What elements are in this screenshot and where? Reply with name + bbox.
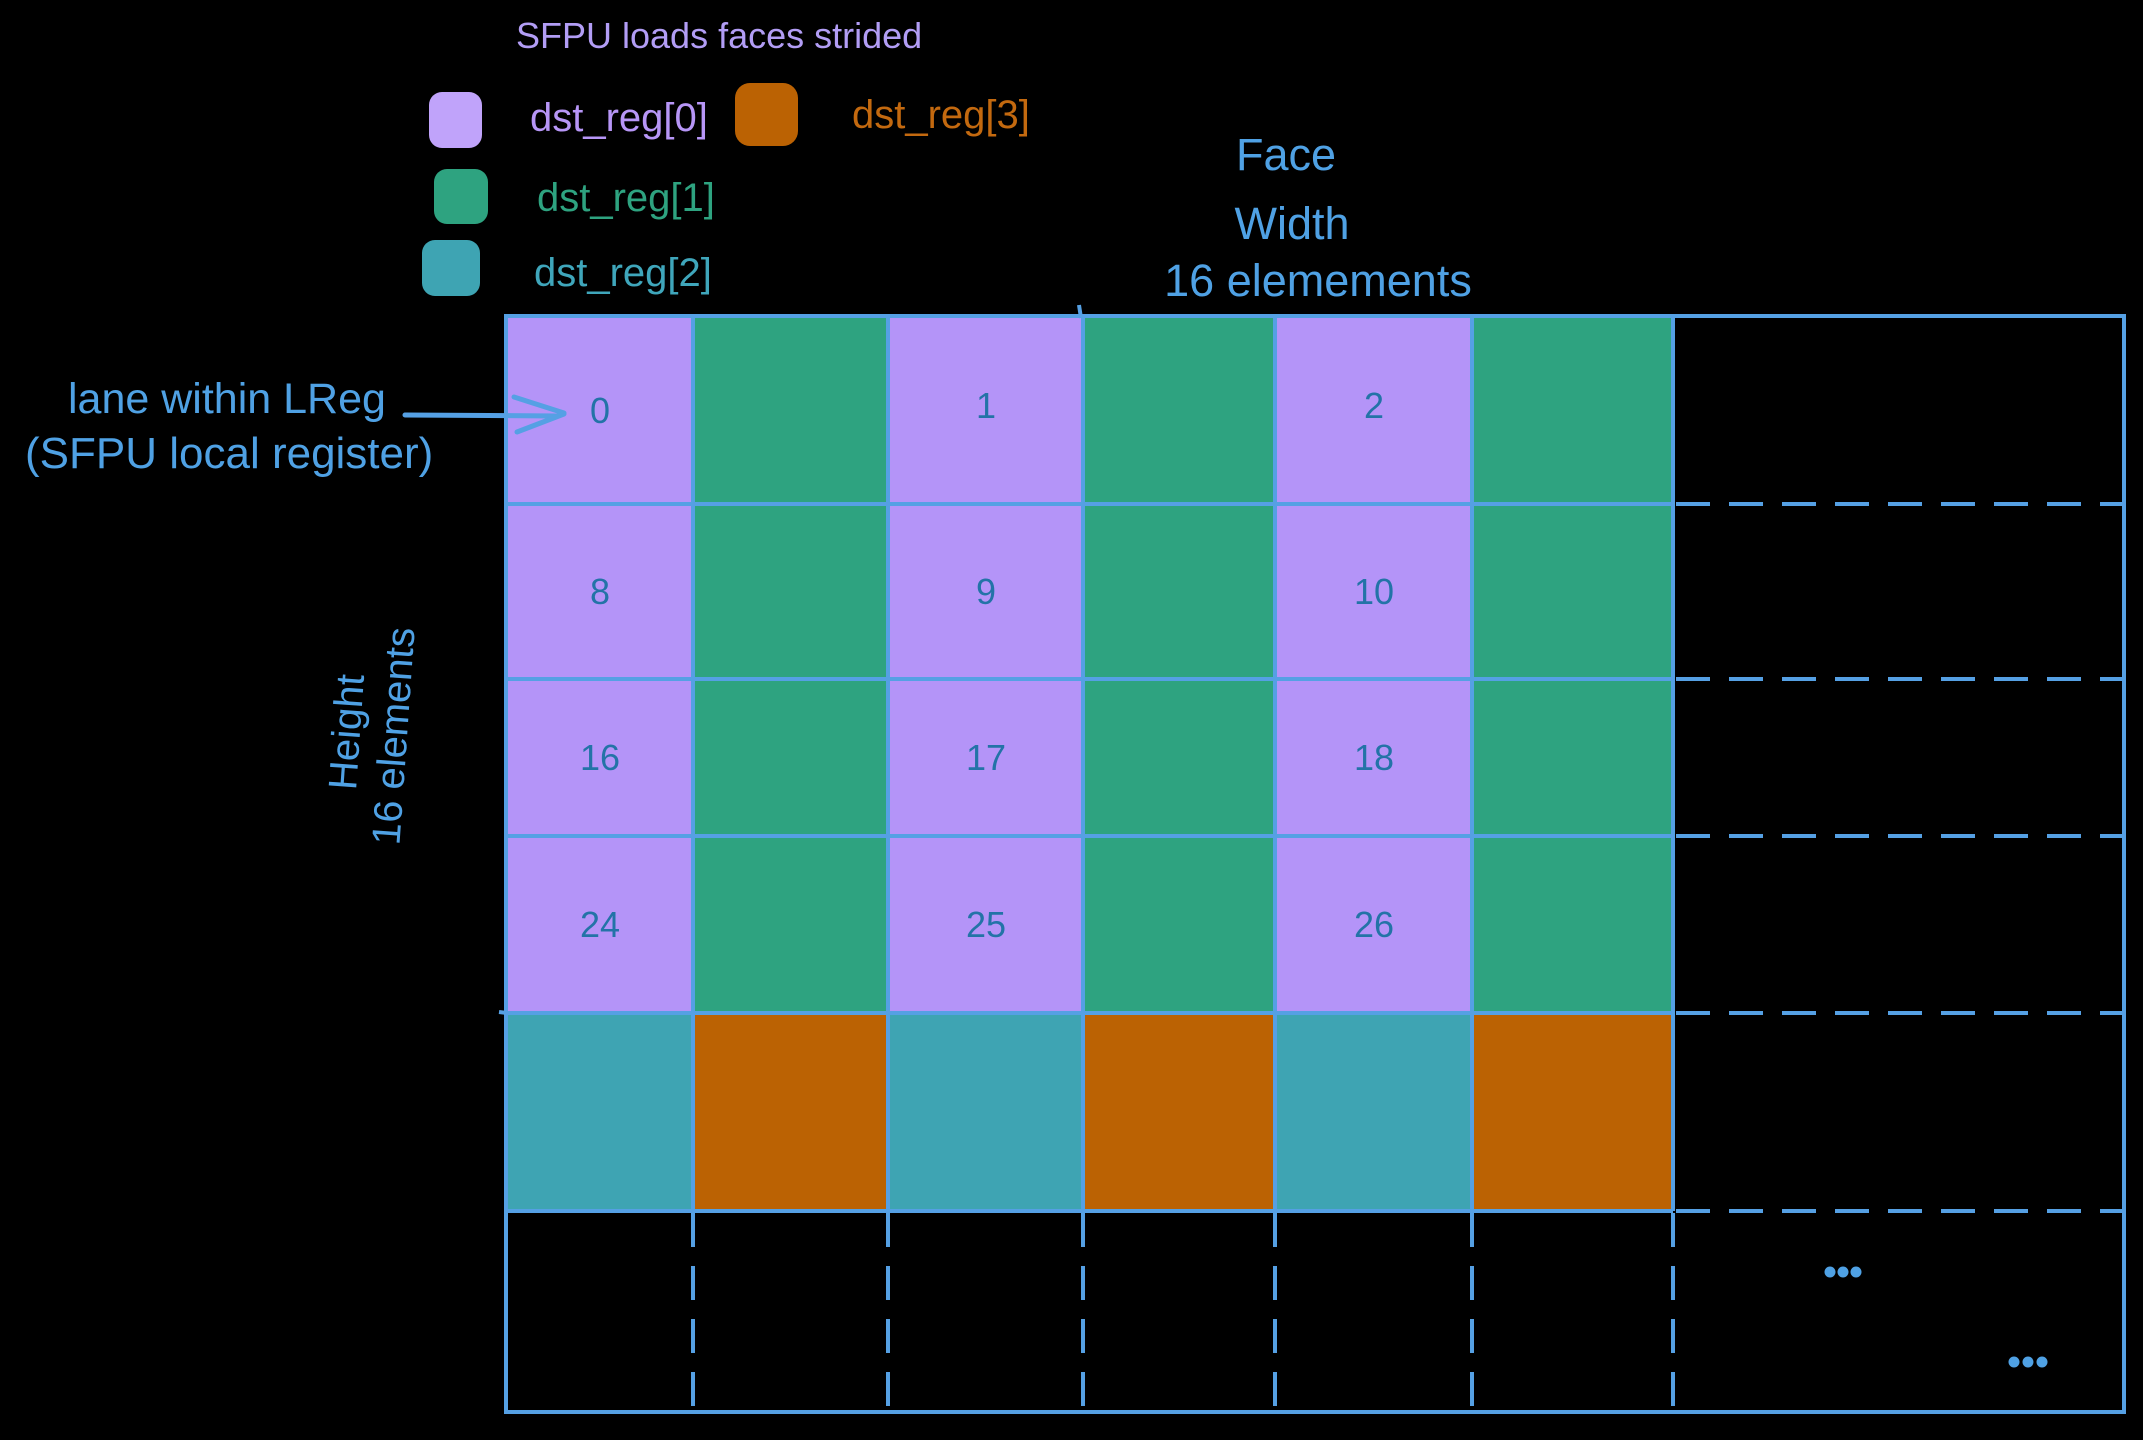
svg-text:Face: Face — [1236, 129, 1336, 180]
svg-text:dst_reg[2]: dst_reg[2] — [534, 251, 712, 295]
svg-text:25: 25 — [966, 904, 1006, 945]
svg-text:8: 8 — [590, 571, 610, 612]
svg-text:SFPU loads faces strided: SFPU loads faces strided — [516, 15, 922, 56]
svg-text:Width: Width — [1234, 198, 1349, 249]
svg-text:16: 16 — [580, 737, 620, 778]
svg-text:9: 9 — [976, 571, 996, 612]
svg-text:lane within LReg: lane within LReg — [68, 375, 386, 423]
svg-text:0: 0 — [590, 390, 610, 431]
svg-text:(SFPU local register): (SFPU local register) — [25, 429, 433, 478]
svg-text:18: 18 — [1354, 737, 1394, 778]
svg-text:dst_reg[3]: dst_reg[3] — [852, 93, 1030, 137]
svg-text:2: 2 — [1364, 385, 1384, 426]
svg-text:17: 17 — [966, 737, 1006, 778]
svg-text:26: 26 — [1354, 904, 1394, 945]
svg-text:16 elemements: 16 elemements — [1164, 255, 1472, 306]
svg-text:dst_reg[0]: dst_reg[0] — [530, 96, 708, 140]
svg-text:dst_reg[1]: dst_reg[1] — [537, 176, 715, 220]
svg-text:10: 10 — [1354, 571, 1394, 612]
svg-text:Height: Height — [321, 673, 373, 791]
svg-text:1: 1 — [976, 385, 996, 426]
svg-text:24: 24 — [580, 904, 620, 945]
